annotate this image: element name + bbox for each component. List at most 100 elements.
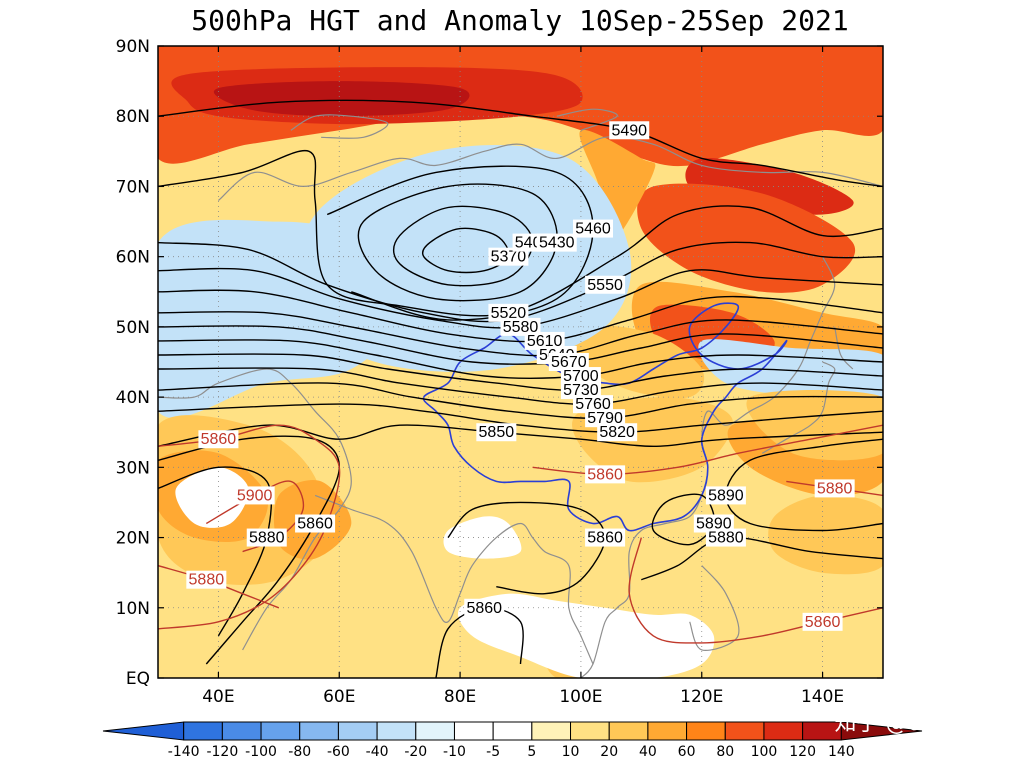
contour-label: 5850: [479, 424, 515, 441]
contour-label-box: [476, 423, 517, 442]
contour-label-box: [536, 233, 577, 252]
coastline: [834, 326, 854, 370]
contour-label-box: [814, 479, 855, 498]
colorbar-label: 20: [600, 744, 618, 760]
coastline: [290, 114, 389, 139]
contour-label-box: [585, 465, 626, 484]
contour-label: 5900: [237, 487, 273, 504]
lon-tick-label: 100E: [559, 687, 602, 707]
colorbar-segment: [376, 721, 417, 741]
contour-label-box: [524, 331, 565, 350]
height-contour: [158, 99, 883, 188]
contour-label-box: [548, 353, 589, 371]
china-border: [422, 302, 788, 532]
colorbar-label: 10: [562, 744, 580, 760]
contour-label: 5490: [611, 122, 647, 139]
contour-label: 5370: [491, 249, 527, 266]
colorbar-label: 40: [639, 744, 657, 760]
contour-label: 5880: [708, 530, 744, 547]
colorbar-label: 80: [716, 744, 734, 760]
contour-label: 5460: [575, 221, 611, 238]
contour-label: 5860: [805, 614, 841, 631]
lat-tick-label: 40N: [116, 388, 150, 408]
colorbar-label: -60: [327, 744, 350, 760]
height-contour: [158, 311, 883, 357]
anomaly-region: [457, 593, 715, 678]
colorbar-segment: [647, 721, 688, 741]
anomaly-region: [768, 495, 883, 575]
contour-label: 5890: [708, 487, 744, 504]
contour-label: 5860: [587, 530, 623, 547]
contour-label-box: [246, 528, 287, 547]
colorbar-arrow-high: [840, 721, 923, 741]
lat-lon-grid: [158, 46, 883, 678]
contour-label-box: [464, 598, 505, 617]
coastline: [556, 108, 618, 131]
colorbar-segment: [763, 721, 804, 741]
lon-tick-label: 120E: [680, 687, 723, 707]
contour-label: 5880: [189, 572, 225, 589]
height-contour: [158, 367, 883, 405]
contour-label-box: [500, 317, 541, 336]
height-contour: [158, 382, 883, 420]
lat-tick-label: 60N: [116, 248, 150, 268]
contour-labels: 5370540054305460549055205550558056105640…: [186, 121, 855, 631]
colorbar-segment: [724, 721, 765, 741]
colorbar-label: -120: [206, 744, 238, 760]
contour-label: 5700: [563, 368, 599, 385]
contour-label: 5550: [587, 277, 623, 294]
anomaly-region: [213, 81, 470, 117]
lon-tick-label: 80E: [444, 687, 476, 707]
height-contour: [158, 403, 883, 433]
anomaly-region: [443, 516, 522, 559]
anomaly-region: [579, 129, 656, 243]
colorbar-label: -40: [366, 744, 389, 760]
contour-label-box: [597, 423, 638, 442]
lat-tick-label: 30N: [116, 458, 150, 478]
axes: 90N 80N 70N 60N 50N 40N 30N 20N 10N EQ 40E 60E 80E 10…: [116, 37, 883, 707]
colorbar-segment: [453, 721, 494, 741]
colorbar-label: 140: [828, 744, 855, 760]
contour-label: 5880: [817, 480, 853, 497]
colorbar-label: 60: [678, 744, 696, 760]
contour-label: 5860: [587, 466, 623, 483]
china-boundary: [422, 302, 788, 532]
colorbar-label: -100: [245, 744, 277, 760]
colorbar-label: -80: [288, 744, 311, 760]
contour-label: 5860: [201, 431, 237, 448]
lon-tick-label: 60E: [323, 687, 355, 707]
contour-label: 5820: [599, 424, 635, 441]
lat-tick-label: EQ: [126, 669, 150, 689]
lat-tick-label: 10N: [116, 599, 150, 619]
height-contour: [447, 501, 606, 595]
colorbar-segment: [415, 721, 455, 741]
colorbar-label: -10: [443, 744, 466, 760]
colorbar-segment: [299, 721, 339, 741]
contour-label: 5890: [696, 516, 732, 533]
colorbar-segment: [608, 721, 649, 741]
anomaly-region: [175, 467, 249, 528]
height-contour: [357, 183, 558, 302]
lat-tick-label: 70N: [116, 177, 150, 197]
colorbar-label: 120: [789, 744, 816, 760]
coastline: [314, 494, 594, 665]
colorbar-segment: [531, 721, 572, 741]
contour-label-box: [560, 381, 601, 400]
contour-label-box: [295, 514, 336, 533]
contour-label-box: [560, 367, 601, 386]
contour-label-box: [585, 275, 626, 294]
colorbar-segment: [337, 721, 378, 741]
height-contour: [158, 149, 883, 317]
contour-label: 5790: [587, 410, 623, 427]
contour-label: 5580: [503, 319, 539, 336]
contour-label-box: [609, 121, 650, 140]
reference-contour: [158, 424, 341, 630]
contour-label: 5520: [491, 305, 527, 322]
contour-label-box: [585, 409, 626, 428]
contour-label-box: [693, 514, 734, 533]
lat-tick-label: 20N: [116, 529, 150, 549]
height-contour: [651, 493, 715, 546]
chart-title: 500hPa HGT and Anomaly 10Sep-25Sep 2021: [191, 4, 848, 37]
contour-label-box: [585, 528, 626, 547]
contour-label-box: [573, 219, 613, 238]
